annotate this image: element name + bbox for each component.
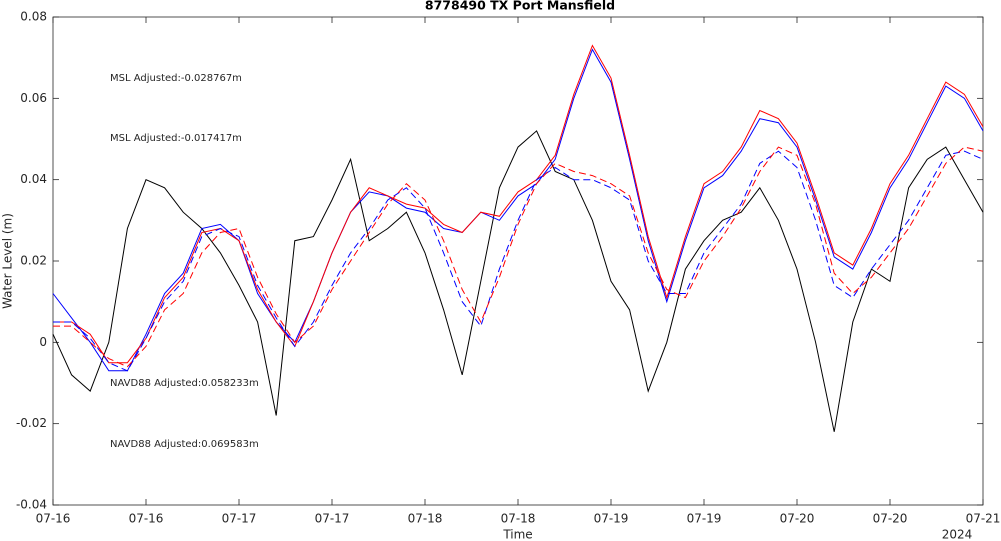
y-tick-label: -0.02 [16,416,47,430]
y-tick-label: 0.02 [20,254,47,268]
y-tick-label: 0.04 [20,172,47,186]
x-tick-label: 07-17 [315,512,350,526]
annotation: NAVD88 Adjusted:0.069583m [110,439,259,450]
x-tick-label: 07-18 [501,512,536,526]
x-tick-label: 07-20 [873,512,908,526]
y-tick-label: 0 [39,335,47,349]
annotation: MSL Adjusted:-0.028767m [110,73,242,84]
chart-title: 8778490 TX Port Mansfield [425,0,615,13]
x-tick-label: 07-19 [594,512,629,526]
series-line [53,150,984,372]
x-tick-label: 07-16 [129,512,164,526]
x-tick-label: 07-21 [966,512,1001,526]
annotation: MSL Adjusted:-0.017417m [110,133,242,144]
y-tick-label: 0.06 [20,91,47,105]
x-tick-label: 07-16 [36,512,71,526]
x-tick-label: 07-17 [222,512,257,526]
y-axis-label: Water Level (m) [1,213,15,309]
x-year-label: 2024 [942,528,973,541]
x-axis-label: Time [502,528,532,541]
x-tick-label: 07-19 [687,512,722,526]
y-tick-label: 0.08 [20,10,47,24]
x-tick-label: 07-18 [408,512,443,526]
series-line [52,48,984,372]
y-tick-label: -0.04 [16,498,47,512]
series-line [53,44,984,364]
series-line [52,130,984,432]
series-line [53,146,984,368]
x-tick-label: 07-20 [780,512,815,526]
annotation: NAVD88 Adjusted:0.058233m [110,378,259,389]
